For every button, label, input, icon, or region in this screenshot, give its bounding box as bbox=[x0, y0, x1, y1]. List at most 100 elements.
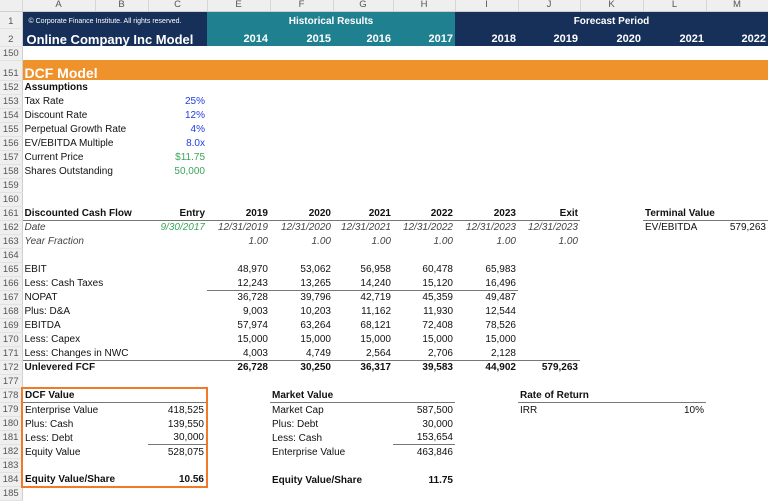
cell-E181[interactable] bbox=[207, 431, 270, 445]
cell-E172[interactable]: 26,728 bbox=[237, 362, 268, 373]
cell-C170[interactable] bbox=[148, 332, 207, 346]
row-header-171[interactable]: 171 bbox=[0, 346, 23, 361]
cell-F166[interactable]: 13,265 bbox=[270, 276, 333, 291]
cell-H163[interactable]: 1.00 bbox=[433, 236, 453, 247]
cell-G177[interactable] bbox=[333, 374, 393, 388]
cell-H179[interactable]: 587,500 bbox=[416, 404, 453, 416]
cell-E150[interactable] bbox=[207, 46, 270, 60]
cell-G163[interactable]: 1.00 bbox=[371, 236, 391, 247]
cell-C181[interactable]: 30,000 bbox=[148, 430, 208, 445]
cell-K157[interactable] bbox=[580, 150, 643, 164]
cell-B178[interactable] bbox=[95, 388, 148, 403]
cell-J152[interactable] bbox=[518, 80, 580, 94]
cell-A166[interactable]: Less: Cash Taxes bbox=[24, 278, 104, 289]
row-header-182[interactable]: 182 bbox=[0, 444, 23, 459]
cell-C157[interactable]: $11.75 bbox=[175, 152, 205, 163]
cell-K170[interactable] bbox=[580, 332, 643, 346]
cell-M153[interactable] bbox=[706, 94, 768, 108]
row-header-151[interactable]: 151 bbox=[0, 60, 23, 81]
cell-M181[interactable] bbox=[706, 431, 768, 445]
cell-J185[interactable] bbox=[518, 487, 580, 501]
cell-A170[interactable]: Less: Capex bbox=[24, 334, 81, 345]
cell-I164[interactable] bbox=[455, 248, 518, 262]
cell-M167[interactable] bbox=[706, 290, 768, 304]
cell-G156[interactable] bbox=[333, 136, 393, 150]
cell-A155[interactable]: Perpetual Growth Rate bbox=[24, 124, 127, 135]
cell-B180[interactable] bbox=[95, 417, 148, 431]
cell-H182[interactable]: 463,846 bbox=[416, 446, 453, 458]
cell-H165[interactable]: 60,478 bbox=[422, 264, 453, 275]
row-header-167[interactable]: 167 bbox=[0, 290, 23, 305]
cell-I166[interactable]: 16,496 bbox=[455, 276, 518, 291]
cell-A180[interactable]: Plus: Cash bbox=[21, 416, 95, 431]
cell-M183[interactable] bbox=[706, 459, 768, 473]
cell-M159[interactable] bbox=[706, 178, 768, 192]
cell-L156[interactable] bbox=[643, 136, 706, 150]
cell-L183[interactable] bbox=[643, 459, 706, 473]
cell-H156[interactable] bbox=[393, 136, 455, 150]
cell-H170[interactable]: 15,000 bbox=[422, 334, 453, 345]
cell-G157[interactable] bbox=[333, 150, 393, 164]
cell-I181[interactable] bbox=[455, 431, 518, 445]
cell-F182[interactable]: Enterprise Value bbox=[272, 446, 346, 458]
row-header-172[interactable]: 172 bbox=[0, 360, 23, 375]
cell-H166[interactable]: 15,120 bbox=[393, 276, 455, 291]
cell-A156[interactable]: EV/EBITDA Multiple bbox=[24, 138, 114, 149]
column-header-F[interactable]: F bbox=[270, 0, 334, 12]
cell-E161[interactable]: 2019 bbox=[207, 206, 270, 221]
cell-M150[interactable] bbox=[706, 46, 768, 60]
cell-K177[interactable] bbox=[580, 374, 643, 388]
cell-K180[interactable] bbox=[580, 417, 643, 431]
cell-I162[interactable]: 12/31/2023 bbox=[465, 222, 516, 233]
cell-G179[interactable] bbox=[333, 403, 393, 417]
cell-B159[interactable] bbox=[95, 178, 148, 192]
cell-J157[interactable] bbox=[518, 150, 580, 164]
cell-I158[interactable] bbox=[455, 164, 518, 178]
cell-A181[interactable]: Less: Debt bbox=[21, 430, 95, 445]
cell-H180[interactable]: 30,000 bbox=[422, 418, 453, 430]
cell-E179[interactable] bbox=[207, 403, 270, 417]
cell-G170[interactable]: 15,000 bbox=[360, 334, 391, 345]
row-header-185[interactable]: 185 bbox=[0, 486, 23, 501]
row-header-183[interactable]: 183 bbox=[0, 458, 23, 473]
cell-I163[interactable]: 1.00 bbox=[496, 236, 516, 247]
cell-A185[interactable] bbox=[22, 487, 95, 501]
cell-F177[interactable] bbox=[270, 374, 333, 388]
cell-B157[interactable] bbox=[95, 150, 148, 164]
cell-M164[interactable] bbox=[706, 248, 768, 262]
cell-E168[interactable]: 9,003 bbox=[242, 306, 268, 317]
cell-J182[interactable] bbox=[518, 445, 580, 459]
cell-H158[interactable] bbox=[393, 164, 455, 178]
cell-E184[interactable] bbox=[207, 473, 270, 487]
cell-J181[interactable] bbox=[518, 431, 580, 445]
cell-L153[interactable] bbox=[643, 94, 706, 108]
cell-J160[interactable] bbox=[518, 192, 580, 206]
cell-M171[interactable] bbox=[706, 346, 768, 360]
cell-M185[interactable] bbox=[706, 487, 768, 501]
cell-J172[interactable]: 579,263 bbox=[541, 362, 578, 373]
cell-B163[interactable] bbox=[95, 234, 148, 248]
cell-E160[interactable] bbox=[207, 192, 270, 206]
row-header-155[interactable]: 155 bbox=[0, 122, 23, 137]
cell-B150[interactable] bbox=[95, 46, 148, 60]
cell-F183[interactable] bbox=[270, 459, 333, 473]
cell-J158[interactable] bbox=[518, 164, 580, 178]
cell-C165[interactable] bbox=[148, 262, 207, 276]
cell-B161[interactable] bbox=[95, 206, 148, 221]
cell-F159[interactable] bbox=[270, 178, 333, 192]
row-header-160[interactable]: 160 bbox=[0, 192, 23, 207]
cell-G172[interactable]: 36,317 bbox=[360, 362, 391, 373]
cell-M177[interactable] bbox=[706, 374, 768, 388]
row-header-169[interactable]: 169 bbox=[0, 318, 23, 333]
cell-J184[interactable] bbox=[518, 473, 580, 487]
cell-B183[interactable] bbox=[95, 459, 148, 473]
cell-K181[interactable] bbox=[580, 431, 643, 445]
cell-A183[interactable] bbox=[21, 458, 95, 473]
cell-I155[interactable] bbox=[455, 122, 518, 136]
cell-H157[interactable] bbox=[393, 150, 455, 164]
cell-H161[interactable]: 2022 bbox=[393, 206, 455, 221]
cell-I178[interactable] bbox=[455, 388, 518, 403]
cell-A178[interactable]: DCF Value bbox=[21, 388, 95, 403]
cell-F179[interactable]: Market Cap bbox=[272, 404, 324, 416]
cell-B164[interactable] bbox=[95, 248, 148, 262]
